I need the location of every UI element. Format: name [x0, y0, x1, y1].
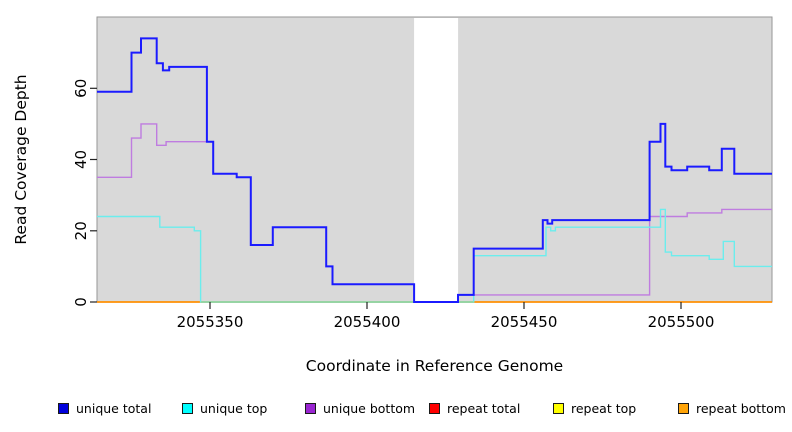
legend-label: unique bottom	[323, 400, 416, 416]
legend-item-repeat-total: repeat total	[429, 399, 520, 417]
legend-label: repeat top	[571, 400, 637, 416]
legend-swatch-repeat-top	[553, 402, 564, 414]
legend-item-repeat-bottom: repeat bottom	[678, 399, 786, 417]
legend: unique total unique top unique bottom re…	[0, 399, 792, 421]
legend-label: repeat total	[447, 400, 521, 416]
x-tick-label-1: 2055400	[334, 313, 401, 331]
x-tick-label-2: 2055450	[491, 313, 558, 331]
y-tick-label-1: 20	[72, 221, 90, 240]
y-tick-label-2: 40	[72, 150, 90, 169]
y-axis-title: Read Coverage Depth	[12, 74, 30, 245]
legend-item-unique-bottom: unique bottom	[305, 399, 415, 417]
legend-item-unique-top: unique top	[182, 399, 267, 417]
legend-swatch-repeat-total	[429, 402, 440, 414]
legend-item-unique-total: unique total	[58, 399, 151, 417]
legend-label: unique total	[76, 400, 152, 416]
legend-item-repeat-top: repeat top	[553, 399, 636, 417]
legend-swatch-unique-bottom	[305, 402, 316, 414]
legend-label: unique top	[200, 400, 268, 416]
series-line-unique-total	[97, 37, 772, 303]
x-tick-label-0: 2055350	[177, 313, 244, 331]
legend-swatch-unique-top	[182, 402, 193, 414]
y-tick-label-0: 0	[72, 297, 90, 307]
axis-ticks	[90, 87, 682, 309]
x-axis-title: Coordinate in Reference Genome	[305, 357, 564, 375]
legend-swatch-repeat-bottom	[678, 402, 689, 414]
y-tick-label-3: 60	[72, 79, 90, 98]
series-line-unique-top	[97, 208, 772, 303]
legend-label: repeat bottom	[696, 400, 786, 416]
legend-swatch-unique-total	[58, 402, 69, 414]
no-data-gap	[414, 18, 459, 302]
x-tick-label-3: 2055500	[648, 313, 715, 331]
